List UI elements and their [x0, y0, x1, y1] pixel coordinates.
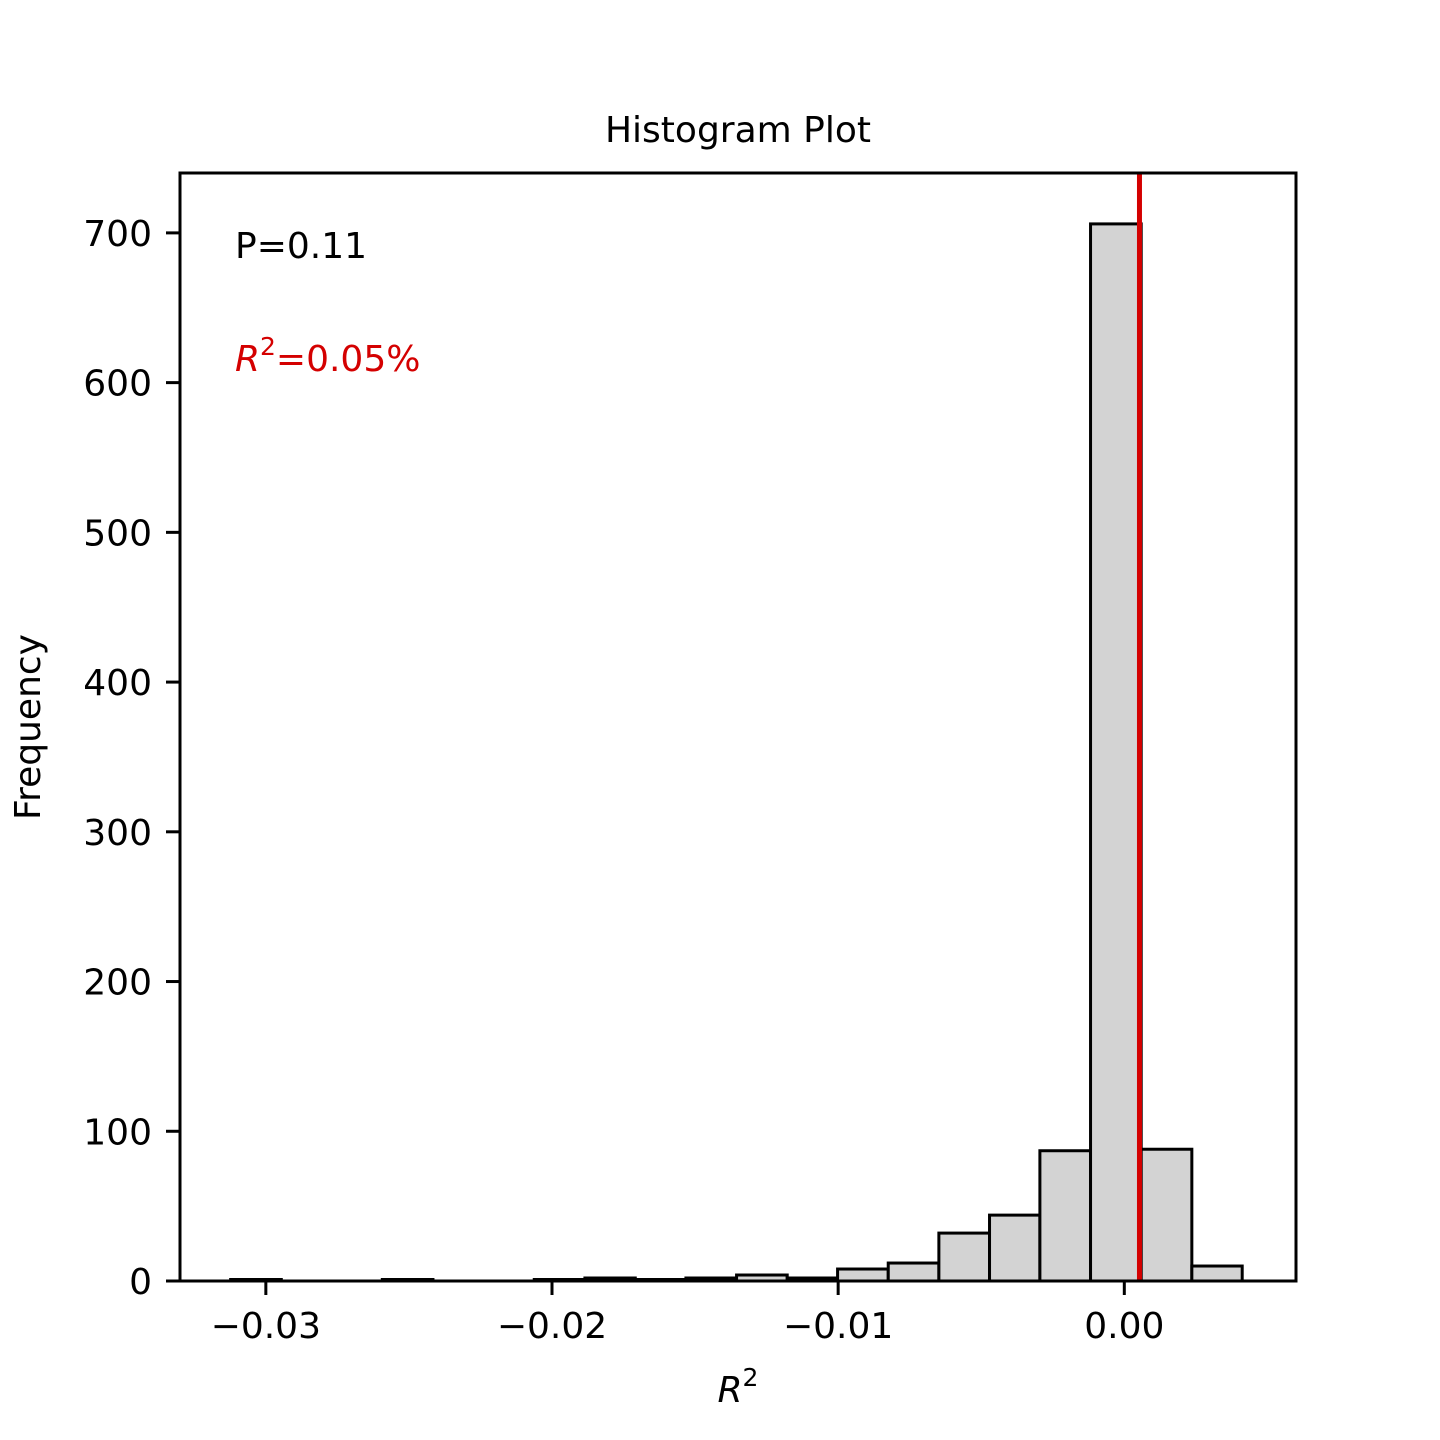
- y-tick-label: 400: [83, 663, 152, 704]
- x-axis-label-base: R: [718, 1370, 743, 1411]
- x-tick-label: −0.03: [211, 1306, 321, 1347]
- histogram-bar: [886, 1261, 941, 1283]
- chart-title: Histogram Plot: [605, 110, 871, 151]
- plot-frame: [178, 171, 1298, 1283]
- r-squared-value: =0.05%: [276, 339, 421, 380]
- histogram-bar: [1139, 1147, 1194, 1283]
- y-tick-label: 0: [129, 1262, 152, 1303]
- histogram-bars: [229, 222, 1244, 1283]
- histogram-bar: [1038, 1149, 1093, 1283]
- x-tick-label: −0.02: [497, 1306, 607, 1347]
- y-tick-label: 300: [83, 813, 152, 854]
- x-tick-label: −0.01: [783, 1306, 893, 1347]
- x-axis-label: R2: [718, 1363, 759, 1411]
- y-axis-label: Frequency: [8, 634, 49, 820]
- y-tick-label: 100: [83, 1112, 152, 1153]
- y-axis-ticks: 0 100 200 300 400 500 600 700: [83, 214, 180, 1303]
- r-squared-annotation: R2=0.05%: [235, 332, 420, 380]
- x-axis-label-sup: 2: [743, 1363, 759, 1392]
- histogram-bar: [1089, 222, 1143, 1283]
- histogram-bar: [1190, 1264, 1244, 1283]
- p-value-annotation: P=0.11: [235, 226, 367, 267]
- histogram-bar: [988, 1213, 1042, 1283]
- x-axis-ticks: −0.03 −0.02 −0.01 0.00: [211, 1281, 1164, 1347]
- r-squared-prefix: R: [235, 339, 260, 380]
- histogram-bar: [937, 1231, 992, 1283]
- r-squared-sup: 2: [260, 332, 276, 361]
- y-tick-label: 700: [83, 214, 152, 255]
- histogram-bar: [836, 1267, 890, 1283]
- y-tick-label: 600: [83, 364, 152, 405]
- x-tick-label: 0.00: [1084, 1306, 1164, 1347]
- y-tick-label: 200: [83, 963, 152, 1004]
- y-tick-label: 500: [83, 513, 152, 554]
